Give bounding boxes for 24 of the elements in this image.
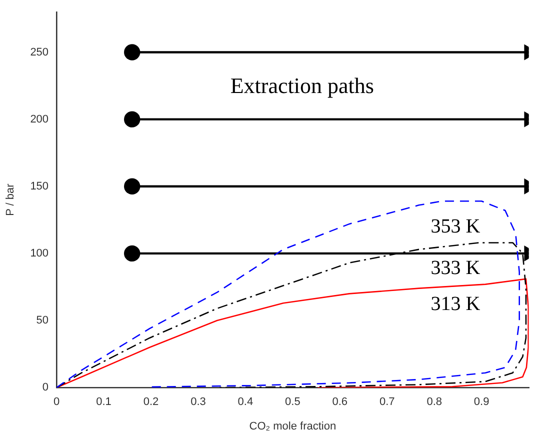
series-label: 353 K (430, 215, 481, 238)
line-series (56, 242, 527, 388)
x-tick-label: 0.4 (238, 396, 254, 408)
x-tick-label: 0.6 (332, 396, 348, 408)
x-tick-label: 0 (53, 396, 60, 408)
y-axis-title: P / bar (4, 183, 17, 216)
x-tick-label: 0.2 (143, 396, 159, 408)
series-label: 313 K (430, 293, 481, 316)
x-tick-label: 0.3 (190, 396, 206, 408)
x-axis-title: CO₂ mole fraction (249, 420, 336, 432)
x-tick-label: 0.7 (379, 396, 395, 408)
series-label: 333 K (430, 256, 481, 279)
x-tick-label: 0.5 (285, 396, 300, 408)
x-tick-label: 0.1 (96, 396, 112, 408)
y-tick-label: 200 (30, 113, 49, 126)
y-tick-label: 0 (42, 382, 49, 394)
y-tick-label: 100 (30, 247, 49, 260)
y-tick-label: 250 (30, 46, 49, 58)
x-tick-label: 0.8 (426, 396, 442, 408)
y-tick-label: 150 (30, 180, 49, 192)
annotation: Extraction paths (230, 72, 374, 98)
line-series (56, 200, 520, 388)
x-tick-label: 0.9 (474, 396, 490, 408)
y-tick-label: 50 (36, 314, 49, 327)
